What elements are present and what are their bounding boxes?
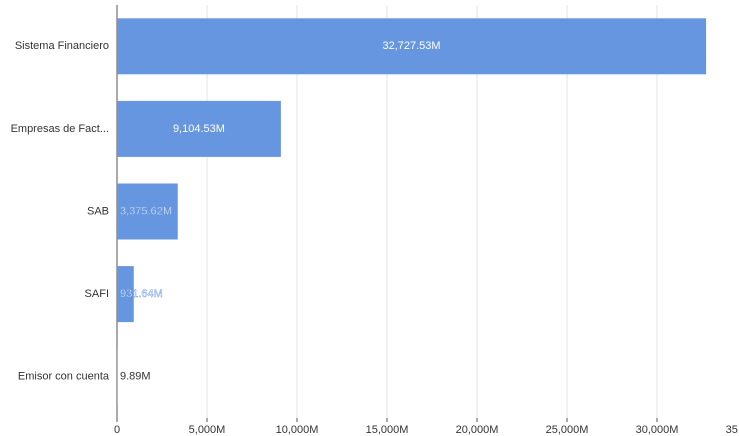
x-tick-label: 30,000M bbox=[636, 424, 679, 436]
x-tick-label: 35,000M bbox=[726, 424, 739, 436]
y-tick-label: SAFI bbox=[85, 288, 109, 300]
y-tick-label: Empresas de Fact... bbox=[11, 123, 109, 135]
x-tick-label: 0 bbox=[114, 424, 120, 436]
x-tick-label: 5,000M bbox=[189, 424, 226, 436]
value-label: 3,375.62M bbox=[120, 205, 172, 217]
value-label: 32,727.53M bbox=[382, 40, 440, 52]
bar bbox=[117, 183, 178, 240]
y-tick-label: SAB bbox=[87, 205, 109, 217]
value-label: 9,104.53M bbox=[173, 123, 225, 135]
value-label: 9.89M bbox=[120, 371, 151, 383]
bar bbox=[117, 18, 707, 75]
y-tick-label: Sistema Financiero bbox=[15, 40, 109, 52]
x-tick-label: 15,000M bbox=[366, 424, 409, 436]
bar bbox=[117, 266, 134, 323]
bar bbox=[117, 100, 281, 157]
x-tick-label: 20,000M bbox=[456, 424, 499, 436]
x-tick-label: 25,000M bbox=[546, 424, 589, 436]
y-tick-label: Emisor con cuenta bbox=[18, 371, 110, 383]
x-tick-label: 10,000M bbox=[276, 424, 319, 436]
value-label: 931.64M bbox=[120, 288, 163, 300]
